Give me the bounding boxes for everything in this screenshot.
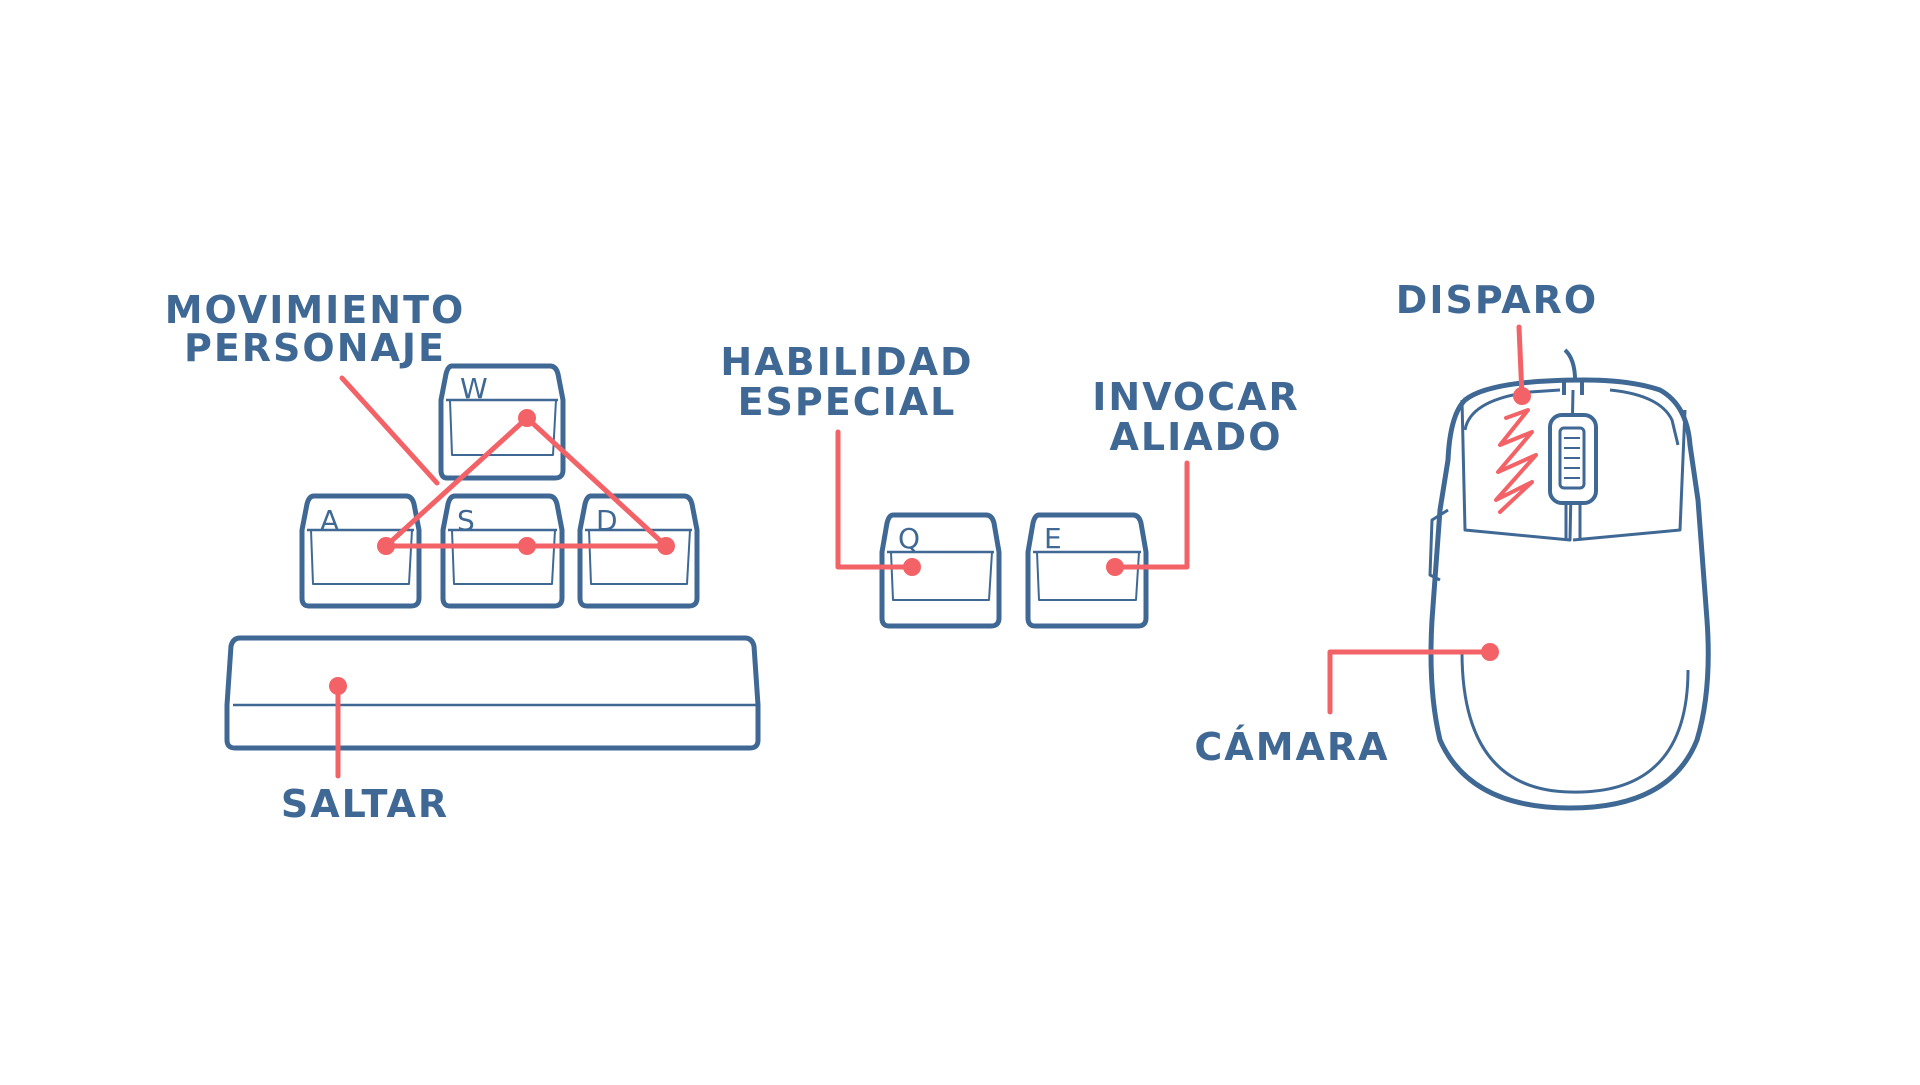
key-d-letter: D <box>596 504 618 537</box>
special-label-line2: ESPECIAL <box>738 380 957 424</box>
key-a <box>299 493 422 609</box>
key-q <box>879 512 1002 629</box>
spacebar-key <box>224 635 761 751</box>
key-d <box>577 493 700 609</box>
key-s <box>440 493 565 609</box>
jump-label: SALTAR <box>281 782 449 826</box>
movement-label-line2: PERSONAJE <box>184 326 446 370</box>
summon-callout <box>1112 460 1190 570</box>
key-e-letter: E <box>1044 522 1062 555</box>
special-callout-dot <box>903 558 921 576</box>
key-q-letter: Q <box>898 522 920 555</box>
scroll-wheel <box>1548 380 1598 540</box>
movement-callout-dots <box>377 409 675 555</box>
key-w <box>438 363 566 481</box>
left-click-highlight <box>1494 408 1538 514</box>
camera-callout <box>1327 649 1493 715</box>
summon-callout-dot <box>1106 558 1124 576</box>
jump-callout-dot <box>329 677 347 695</box>
key-e <box>1025 512 1149 629</box>
fire-callout <box>1516 324 1525 399</box>
special-label-line1: HABILIDAD <box>720 340 973 384</box>
summon-label-line1: INVOCAR <box>1092 375 1300 419</box>
camera-callout-dot <box>1481 643 1499 661</box>
key-a-letter: A <box>320 504 339 537</box>
camera-label: CÁMARA <box>1194 725 1389 769</box>
key-s-letter: S <box>457 504 475 537</box>
mouse-body <box>1428 377 1711 811</box>
fire-label: DISPARO <box>1396 278 1598 322</box>
movement-label-line1: MOVIMIENTO <box>165 288 466 332</box>
fire-callout-dot <box>1513 387 1531 405</box>
special-callout <box>835 429 915 570</box>
summon-label-line2: ALIADO <box>1109 415 1282 459</box>
key-w-letter: W <box>460 372 488 405</box>
